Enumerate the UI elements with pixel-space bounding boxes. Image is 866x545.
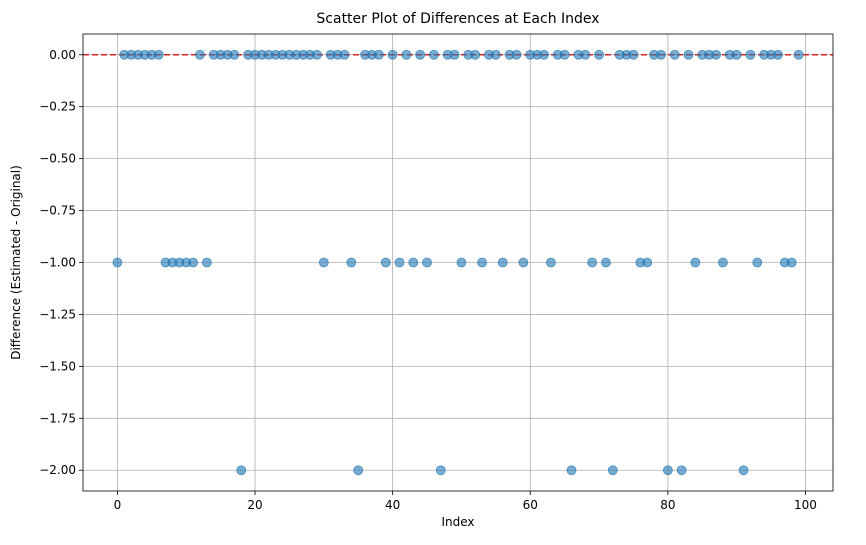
data-point [477,257,487,268]
x-axis-label: Index [441,515,474,529]
data-point [201,257,212,268]
axis-ticks: 0 20 40 60 80 100 0.00 −0.25 −0.50 −0.75 −1.00 −1.2… [39,48,817,512]
data-point [380,257,391,268]
data-point [408,257,419,268]
data-point [607,465,618,476]
data-point [229,49,240,60]
data-point [497,257,508,268]
y-tick-label: −2.00 [39,463,76,477]
data-point [669,49,680,60]
data-point [429,49,439,60]
data-point [490,49,501,60]
data-point [312,49,322,60]
data-points [112,49,804,476]
data-point [731,49,742,60]
x-tick-label: 20 [247,498,262,512]
x-tick-label: 40 [385,498,400,512]
data-point [711,49,721,60]
y-tick-label: −0.25 [39,100,76,114]
data-point [435,465,446,476]
data-point [786,257,797,268]
data-point [339,49,350,60]
data-point [346,257,357,268]
data-point [188,257,198,268]
y-tick-label: −1.75 [39,411,76,425]
data-point [628,49,639,60]
data-point [745,49,756,60]
y-tick-label: −1.00 [39,256,76,270]
data-point [738,465,749,476]
data-point [456,257,467,268]
x-tick-label: 60 [523,498,538,512]
data-point [401,49,412,60]
data-point [415,49,426,60]
data-point [594,49,604,60]
data-point [642,257,653,268]
data-point [690,257,701,268]
data-point [195,49,205,60]
data-point [112,257,123,268]
data-point [718,257,728,268]
data-point [559,49,570,60]
data-point [387,49,398,60]
y-axis-label: Difference (Estimated - Original) [9,165,23,360]
data-point [580,49,591,60]
data-point [601,257,611,268]
data-point [449,49,460,60]
data-point [470,49,481,60]
chart-title: Scatter Plot of Differences at Each Inde… [316,11,599,27]
data-point [587,257,598,268]
y-tick-label: −0.50 [39,152,76,166]
data-point [683,49,694,60]
x-tick-label: 0 [114,498,122,512]
data-point [518,257,529,268]
data-point [511,49,522,60]
data-point [539,49,549,60]
data-point [422,257,432,268]
data-point [773,49,783,60]
data-point [373,49,384,60]
data-point [236,465,247,476]
data-point [318,257,329,268]
y-tick-label: −1.25 [39,307,76,321]
y-tick-label: 0.00 [49,48,76,62]
x-tick-label: 100 [794,498,817,512]
data-point [676,465,687,476]
data-point [353,465,364,476]
y-tick-label: −1.50 [39,359,76,373]
data-point [752,257,763,268]
data-point [545,257,556,268]
y-tick-label: −0.75 [39,204,76,218]
data-point [793,49,804,60]
x-tick-label: 80 [660,498,675,512]
data-point [153,49,164,60]
data-point [394,257,405,268]
data-point [662,465,673,476]
plot-frame [82,33,834,492]
data-point [656,49,666,60]
data-point [566,465,577,476]
